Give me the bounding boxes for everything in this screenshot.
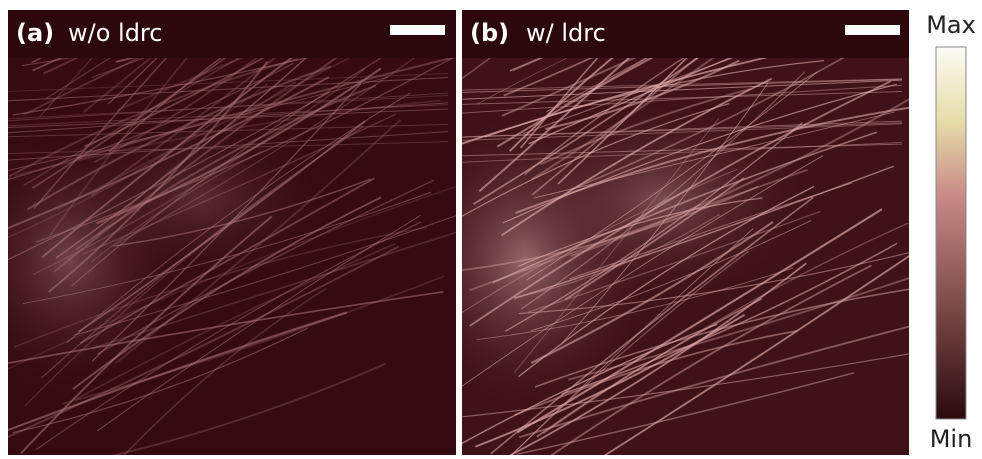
panel-b-label: w/ ldrc [526, 19, 606, 47]
page: (a) w/o ldrc (b) w/ ldrc Max Min (() => … [0, 0, 982, 459]
colorbar-min: Min [930, 425, 973, 453]
scale-bar [390, 25, 445, 35]
panel-a-tag: (a) [16, 19, 54, 47]
figure: (a) w/o ldrc (b) w/ ldrc Max Min [0, 0, 982, 455]
colorbar-max: Max [926, 11, 976, 39]
panel-a-label: w/o ldrc [68, 19, 162, 47]
scale-bar [845, 25, 900, 35]
colorbar [936, 47, 966, 419]
panel-b-tag: (b) [470, 19, 509, 47]
